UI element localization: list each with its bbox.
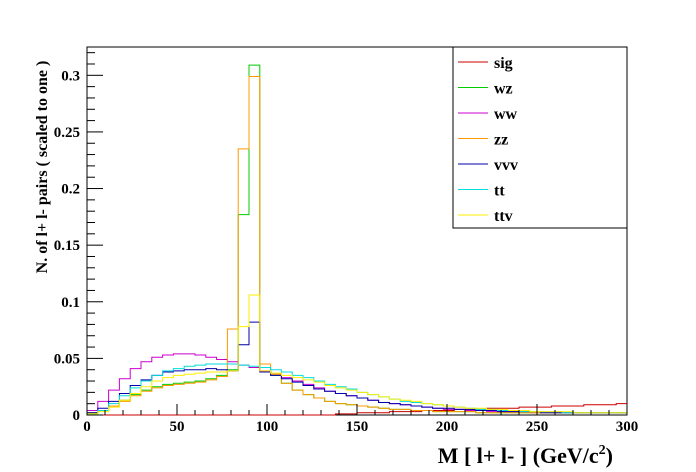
series-zz xyxy=(87,75,627,414)
y-tick-label: 0.1 xyxy=(61,295,80,311)
y-tick-label: 0 xyxy=(73,408,81,424)
legend-label-ww: ww xyxy=(494,106,518,123)
legend-label-wz: wz xyxy=(494,81,513,98)
y-axis-title: N. of l+ l- pairs ( scaled to one ) xyxy=(34,61,51,274)
x-axis-title: M [ l+ l- ] (GeV/c2) xyxy=(438,443,613,468)
x-tick-labels: 0 50 100 150 200 250 300 xyxy=(83,419,638,435)
x-axis-title-sup: 2 xyxy=(599,443,606,458)
x-tick-label: 100 xyxy=(256,419,279,435)
y-tick-label: 0.25 xyxy=(54,125,80,141)
y-tick-label: 0.15 xyxy=(54,238,80,254)
y-tick-label: 0.3 xyxy=(61,68,80,84)
x-tick-label: 150 xyxy=(346,419,369,435)
ticks-layer xyxy=(86,52,628,416)
x-axis-title-main: M [ l+ l- ] (GeV/c xyxy=(438,443,599,468)
x-tick-label: 0 xyxy=(83,419,91,435)
x-tick-label: 300 xyxy=(616,419,639,435)
y-tick-label: 0.05 xyxy=(54,351,80,367)
legend-label-sig: sig xyxy=(494,55,513,72)
series-layer xyxy=(87,64,627,416)
x-tick-label: 250 xyxy=(526,419,549,435)
y-tick-labels: 0 0.05 0.1 0.15 0.2 0.25 0.3 xyxy=(54,68,80,424)
series-ttv xyxy=(87,294,627,415)
series-vvv xyxy=(87,321,627,414)
legend-label-tt: tt xyxy=(494,183,505,200)
legend: sig wz ww zz vvv tt ttv xyxy=(452,46,628,229)
x-tick-label: 50 xyxy=(170,419,185,435)
legend-label-zz: zz xyxy=(494,132,508,149)
legend-label-ttv: ttv xyxy=(494,208,513,225)
x-tick-label: 200 xyxy=(436,419,459,435)
legend-box xyxy=(452,46,628,229)
legend-label-vvv: vvv xyxy=(494,157,518,174)
x-axis-title-tail: ) xyxy=(606,443,613,468)
y-tick-label: 0.2 xyxy=(61,182,80,198)
